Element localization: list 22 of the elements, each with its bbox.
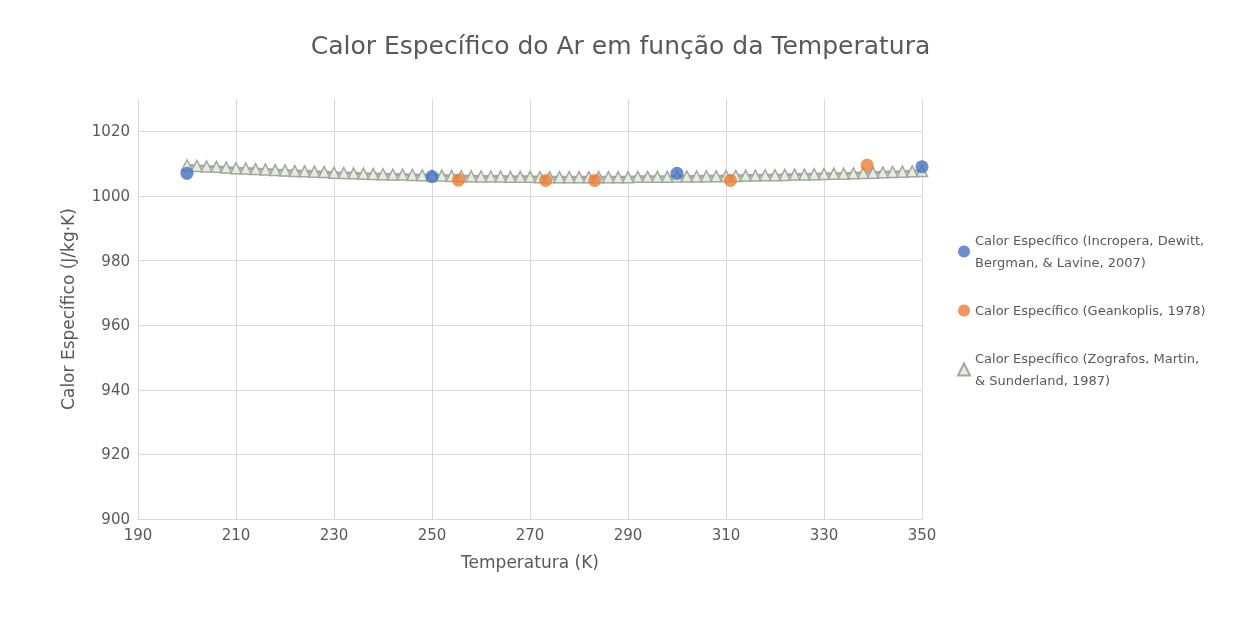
y-tick-label: 1000 [91, 186, 130, 205]
x-tick-label: 290 [613, 525, 643, 544]
y-tick-label: 940 [101, 380, 130, 399]
y-tick-label: 980 [101, 251, 130, 270]
x-tick-label: 310 [711, 525, 741, 544]
x-tick-label: 250 [417, 525, 447, 544]
x-tick-label: 190 [123, 525, 153, 544]
x-axis-title: Temperatura (K) [460, 551, 599, 572]
y-tick-label: 1020 [91, 122, 130, 141]
legend-label: Calor Específico (Geankoplis, 1978) [975, 303, 1206, 318]
y-tick-label: 900 [101, 510, 130, 528]
x-tick-label: 230 [319, 525, 349, 544]
x-tick-label: 210 [221, 525, 251, 544]
legend-label: Calor Específico (Zografos, Martin, & Sunderland, 1987) [975, 351, 1204, 388]
x-tick-label: 350 [907, 525, 937, 544]
x-tick-label: 270 [515, 525, 545, 544]
y-tick-label: 960 [101, 316, 130, 335]
y-tick-label: 920 [101, 445, 130, 464]
x-tick-label: 330 [809, 525, 839, 544]
y-axis-title: Calor Específico (J/kg·K) [57, 208, 78, 410]
legend-label: Calor Específico (Incropera, Dewitt, Bergman, & Lavine, 2007) [975, 233, 1209, 270]
chart-title: Calor Específico do Ar em função da Temperatura [310, 31, 931, 60]
